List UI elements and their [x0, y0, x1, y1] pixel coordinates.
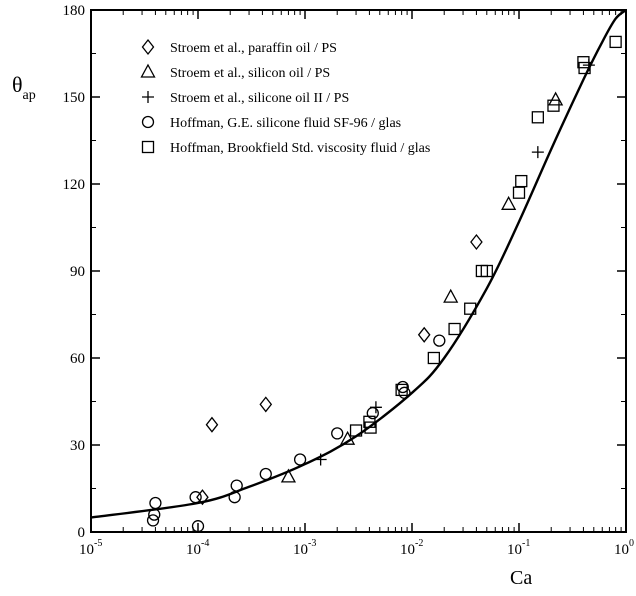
y-tick-label: 0 — [78, 525, 86, 541]
data-point-square — [547, 99, 560, 112]
data-point-square — [464, 302, 477, 315]
data-point-circle — [433, 334, 446, 347]
legend-marker-plus — [142, 91, 154, 103]
x-axis-label: Ca — [510, 567, 532, 589]
x-tick-exponent: 0 — [629, 538, 634, 549]
data-point-square — [395, 383, 408, 397]
data-point-circle — [230, 479, 243, 492]
data-point-triangle — [443, 288, 459, 303]
legend: Stroem et al., paraffin oil / PS Stroem e… — [140, 38, 430, 156]
x-tick-label: 10-5 — [79, 538, 102, 558]
data-point-diamond — [205, 416, 219, 433]
data-point-diamond — [196, 489, 209, 506]
data-point-circle — [146, 514, 160, 527]
data-point-circle — [331, 427, 344, 440]
data-point-square — [609, 35, 622, 49]
data-point-circle — [259, 467, 272, 481]
y-tick-label: 90 — [70, 264, 85, 280]
data-point-triangle — [339, 430, 356, 445]
x-tick-base: 10 — [614, 542, 629, 558]
y-axis-label-sub: ap — [23, 88, 36, 103]
legend-label: Stroem et al., silicone oil II / PS — [170, 91, 349, 106]
data-point-triangle — [548, 91, 564, 106]
x-tick-label: 10-3 — [293, 538, 316, 558]
y-tick-label: 180 — [63, 3, 86, 19]
legend-label: Hoffman, G.E. silicone fluid SF-96 / gla… — [170, 116, 401, 131]
fit-curve — [90, 9, 627, 519]
data-point-circle — [396, 380, 409, 394]
data-point-circle — [293, 453, 307, 466]
x-tick-base: 10 — [507, 542, 522, 558]
legend-label: Stroem et al., silicon oil / PS — [170, 66, 330, 81]
y-axis-label-main: θ — [12, 72, 23, 97]
x-tick-base: 10 — [79, 542, 94, 558]
legend-marker-diamond — [141, 38, 155, 56]
data-point-square — [515, 174, 528, 188]
data-point-diamond — [259, 396, 273, 413]
x-tick-label: 10-4 — [186, 538, 209, 558]
legend-label: Hoffman, Brookfield Std. viscosity fluid… — [170, 141, 430, 156]
x-tick-base: 10 — [400, 542, 415, 558]
x-tick-exponent: -1 — [522, 538, 530, 549]
data-point-square — [448, 322, 461, 336]
legend-marker-square — [141, 140, 155, 154]
x-tick-label: 10-1 — [507, 538, 530, 558]
data-point-circle — [366, 406, 379, 420]
y-tick-label: 120 — [63, 177, 86, 193]
axis-ticks — [90, 9, 627, 533]
data-point-circle — [398, 386, 411, 399]
data-point-diamond — [470, 233, 483, 251]
data-point-circle — [148, 508, 161, 521]
data-point-triangle — [280, 468, 297, 483]
data-point-square — [427, 351, 440, 365]
data-point-circle — [191, 520, 205, 533]
y-tick-label: 60 — [70, 351, 85, 367]
data-points — [146, 35, 622, 533]
y-tick-label: 30 — [70, 438, 85, 454]
data-point-plus — [314, 453, 327, 466]
x-tick-base: 10 — [186, 542, 201, 558]
y-tick-label: 150 — [63, 90, 86, 106]
x-tick-base: 10 — [293, 542, 308, 558]
legend-marker-circle — [141, 115, 155, 129]
data-point-triangle — [501, 195, 517, 210]
plot-frame — [90, 9, 627, 533]
data-point-square — [480, 264, 493, 278]
data-point-plus — [531, 146, 544, 159]
data-point-square — [531, 111, 544, 124]
data-point-square — [364, 421, 377, 434]
x-tick-label: 100 — [614, 538, 634, 558]
x-tick-exponent: -3 — [308, 538, 316, 549]
x-tick-exponent: -2 — [415, 538, 423, 549]
legend-marker-triangle — [140, 63, 156, 78]
data-point-diamond — [417, 326, 431, 343]
data-point-square — [512, 186, 526, 199]
x-tick-label: 10-2 — [400, 538, 423, 558]
y-axis-label: θap — [12, 72, 36, 103]
data-point-circle — [189, 491, 202, 504]
legend-label: Stroem et al., paraffin oil / PS — [170, 41, 337, 56]
data-point-circle — [149, 496, 162, 510]
data-point-square — [349, 424, 363, 437]
data-point-square — [578, 61, 591, 75]
x-tick-exponent: -4 — [201, 538, 209, 549]
data-point-circle — [228, 491, 241, 504]
x-tick-exponent: -5 — [94, 538, 102, 549]
